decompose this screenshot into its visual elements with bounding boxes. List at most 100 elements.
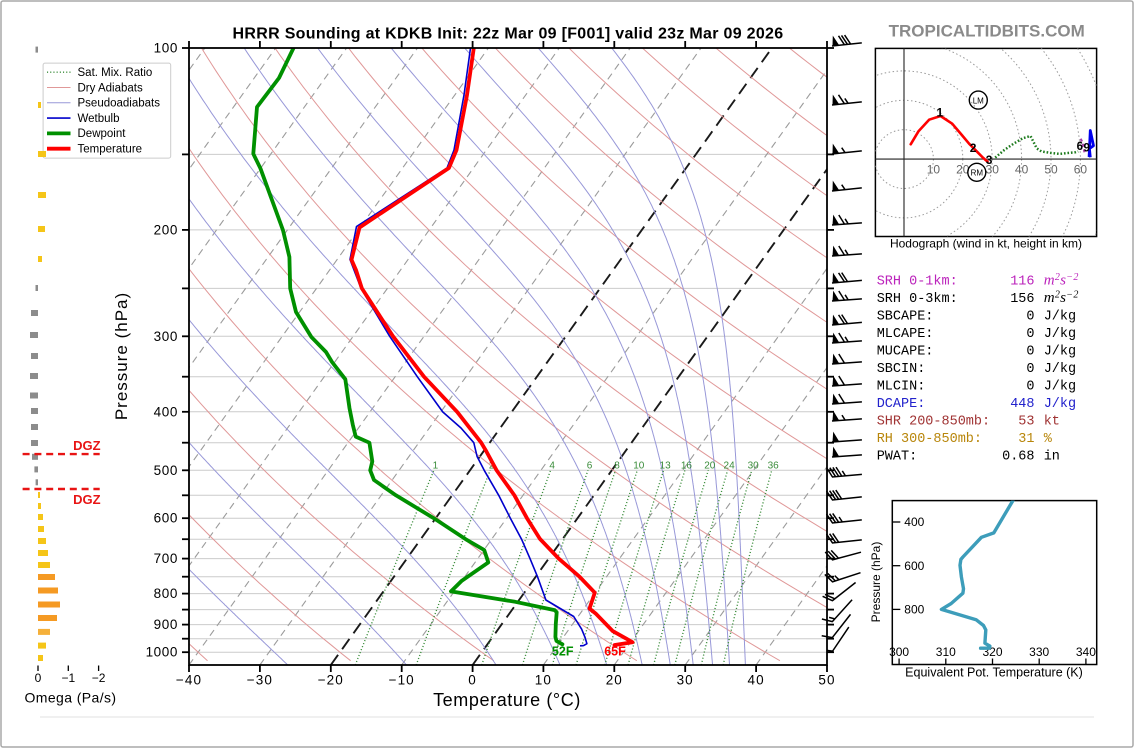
svg-text:0: 0	[468, 673, 477, 688]
svg-text:10: 10	[535, 673, 552, 688]
svg-text:340: 340	[1076, 645, 1096, 659]
svg-text:20: 20	[956, 163, 970, 177]
svg-text:%: %	[1044, 432, 1053, 447]
svg-text:RH 300-850mb:: RH 300-850mb:	[877, 432, 982, 447]
svg-text:24: 24	[724, 461, 736, 472]
svg-text:DCAPE:: DCAPE:	[877, 397, 926, 412]
svg-text:310: 310	[936, 645, 956, 659]
svg-text:400: 400	[904, 515, 924, 529]
svg-text:MLCIN:: MLCIN:	[877, 380, 926, 395]
svg-text:0: 0	[1026, 345, 1034, 360]
svg-text:1: 1	[937, 106, 944, 120]
svg-text:500: 500	[154, 463, 178, 478]
svg-text:40: 40	[747, 673, 764, 688]
svg-text:kt: kt	[1044, 415, 1060, 430]
svg-text:6: 6	[587, 461, 593, 472]
svg-text:20: 20	[606, 673, 623, 688]
svg-text:SBCIN:: SBCIN:	[877, 362, 926, 377]
svg-text:J/kg: J/kg	[1044, 327, 1076, 342]
svg-text:−1: −1	[61, 671, 75, 685]
svg-text:36: 36	[768, 461, 780, 472]
svg-text:400: 400	[154, 404, 178, 419]
svg-text:SHR 200-850mb:: SHR 200-850mb:	[877, 415, 990, 430]
svg-text:448: 448	[1010, 397, 1034, 412]
svg-text:0: 0	[1026, 310, 1034, 325]
svg-text:100: 100	[154, 41, 178, 56]
svg-text:J/kg: J/kg	[1044, 380, 1076, 395]
svg-text:Dewpoint: Dewpoint	[78, 128, 127, 140]
svg-text:MLCAPE:: MLCAPE:	[877, 327, 934, 342]
svg-text:1000: 1000	[146, 645, 178, 660]
svg-text:J/kg: J/kg	[1044, 397, 1076, 412]
svg-text:10: 10	[633, 461, 645, 472]
svg-text:20: 20	[704, 461, 716, 472]
svg-text:30: 30	[748, 461, 760, 472]
svg-text:30: 30	[677, 673, 694, 688]
svg-text:53: 53	[1018, 415, 1034, 430]
svg-text:800: 800	[154, 586, 178, 601]
svg-text:Pressure (hPa): Pressure (hPa)	[869, 542, 883, 623]
svg-text:52F: 52F	[552, 645, 574, 659]
svg-text:300: 300	[889, 645, 909, 659]
svg-text:J/kg: J/kg	[1044, 310, 1076, 325]
svg-text:−10: −10	[389, 673, 415, 688]
svg-text:9: 9	[1083, 143, 1089, 155]
svg-text:Omega (Pa/s): Omega (Pa/s)	[25, 690, 117, 706]
svg-text:J/kg: J/kg	[1044, 345, 1076, 360]
svg-text:TROPICALTIDBITS.COM: TROPICALTIDBITS.COM	[889, 21, 1085, 40]
svg-text:SRH 0-3km:: SRH 0-3km:	[877, 292, 958, 307]
svg-text:50: 50	[818, 673, 835, 688]
svg-text:0: 0	[35, 671, 42, 685]
svg-text:0: 0	[1026, 380, 1034, 395]
svg-text:J/kg: J/kg	[1044, 362, 1076, 377]
svg-text:13: 13	[660, 461, 672, 472]
svg-text:0: 0	[1026, 362, 1034, 377]
svg-text:1: 1	[433, 461, 439, 472]
svg-text:3: 3	[986, 153, 993, 167]
svg-text:0.68: 0.68	[1002, 450, 1034, 465]
svg-text:−2: −2	[92, 671, 106, 685]
svg-text:900: 900	[154, 617, 178, 632]
svg-text:−30: −30	[247, 673, 273, 688]
svg-text:200: 200	[154, 222, 178, 237]
svg-text:2: 2	[489, 461, 495, 472]
svg-text:DGZ: DGZ	[73, 492, 101, 507]
svg-text:0: 0	[1026, 327, 1034, 342]
svg-text:800: 800	[904, 603, 924, 617]
svg-text:40: 40	[1015, 163, 1029, 177]
svg-text:300: 300	[154, 329, 178, 344]
svg-text:Sat. Mix. Ratio: Sat. Mix. Ratio	[78, 67, 153, 79]
svg-text:Hodograph (wind in kt, height: Hodograph (wind in kt, height in km)	[890, 237, 1082, 251]
svg-text:4: 4	[549, 461, 555, 472]
svg-text:SBCAPE:: SBCAPE:	[877, 310, 934, 325]
svg-text:SRH 0-1km:: SRH 0-1km:	[877, 275, 958, 290]
svg-text:65F: 65F	[604, 645, 626, 659]
svg-text:LM: LM	[973, 96, 984, 105]
svg-text:600: 600	[154, 511, 178, 526]
svg-text:RM: RM	[971, 169, 984, 178]
svg-text:Temperature: Temperature	[78, 144, 143, 156]
svg-text:Pressure (hPa): Pressure (hPa)	[112, 292, 131, 420]
svg-text:−40: −40	[176, 673, 202, 688]
svg-text:10: 10	[927, 163, 941, 177]
svg-text:MUCAPE:: MUCAPE:	[877, 345, 934, 360]
svg-text:HRRR Sounding at KDKB Init: 22: HRRR Sounding at KDKB Init: 22z Mar 09 […	[233, 26, 784, 43]
svg-text:31: 31	[1018, 432, 1034, 447]
svg-text:Equivalent Pot. Temperature (K: Equivalent Pot. Temperature (K)	[905, 666, 1083, 680]
svg-text:Dry Adiabats: Dry Adiabats	[78, 82, 143, 94]
svg-text:2: 2	[970, 141, 977, 155]
svg-text:60: 60	[1074, 163, 1088, 177]
svg-text:330: 330	[1029, 645, 1049, 659]
svg-text:6: 6	[1077, 141, 1083, 153]
svg-text:30: 30	[986, 163, 1000, 177]
svg-text:600: 600	[904, 559, 924, 573]
svg-text:Temperature (°C): Temperature (°C)	[433, 690, 581, 710]
svg-text:in: in	[1044, 450, 1060, 465]
svg-text:Pseudoadiabats: Pseudoadiabats	[78, 98, 161, 110]
svg-text:PWAT:: PWAT:	[877, 450, 918, 465]
svg-text:156: 156	[1010, 292, 1034, 307]
svg-text:−20: −20	[318, 673, 344, 688]
svg-text:Wetbulb: Wetbulb	[78, 113, 120, 125]
svg-text:116: 116	[1010, 275, 1034, 290]
svg-text:50: 50	[1044, 163, 1058, 177]
